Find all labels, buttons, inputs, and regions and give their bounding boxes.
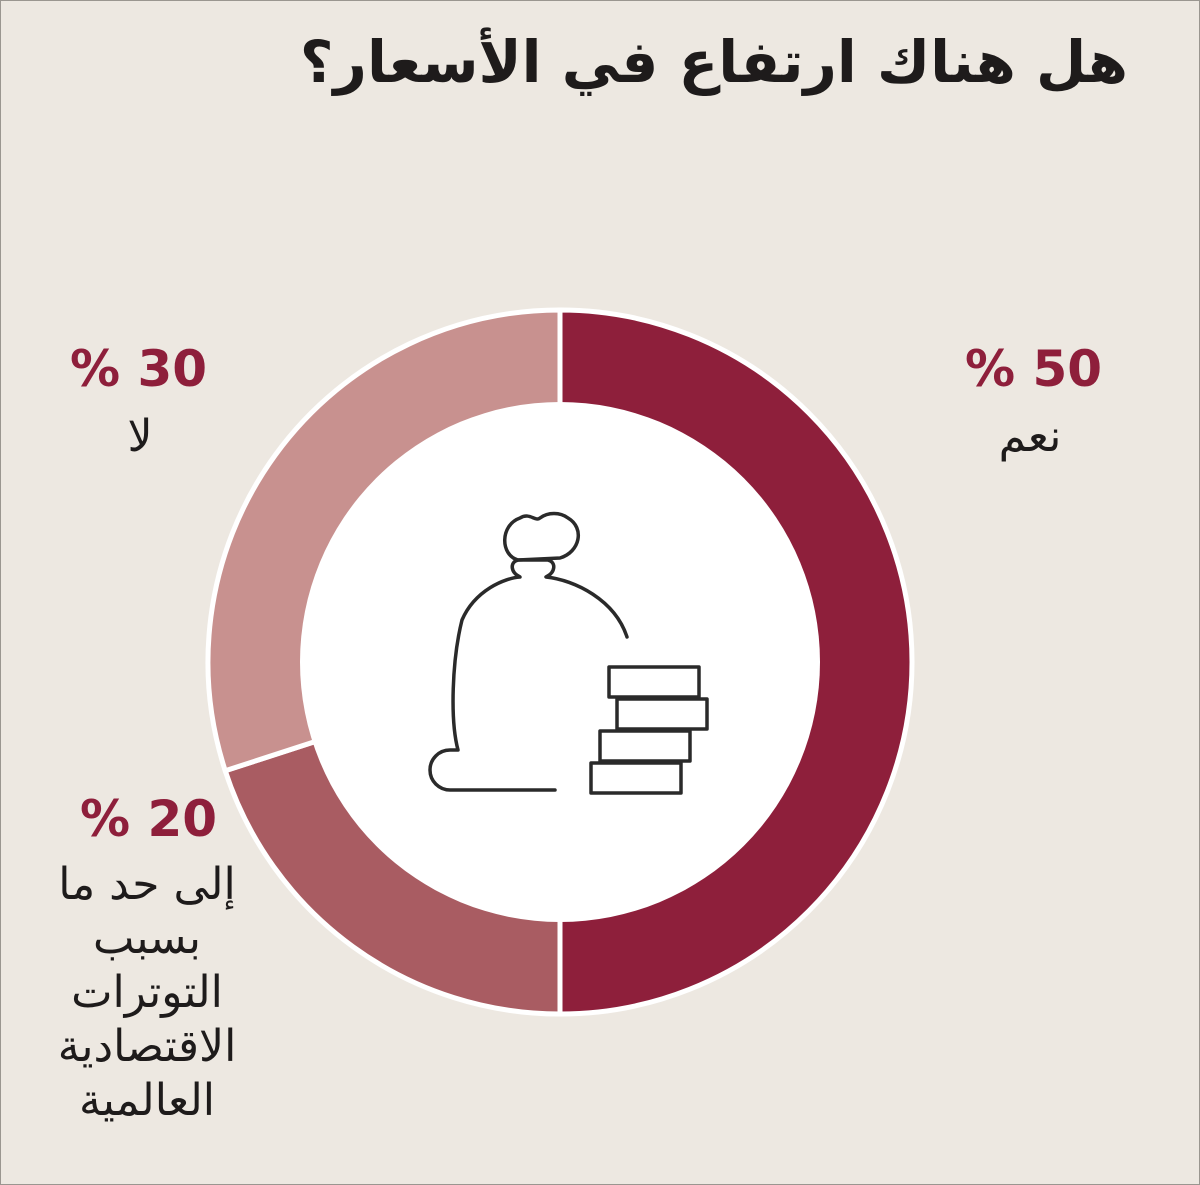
yes-percent-label: 50 % — [965, 340, 1103, 398]
chart-title: هل هناك ارتفاع في الأسعار؟ — [299, 28, 1128, 96]
no-percent-label: 30 % — [70, 340, 208, 398]
yes-label: نعم — [998, 411, 1062, 462]
donut-hole — [300, 402, 820, 922]
money-bag-with-coins-icon — [428, 511, 709, 795]
no-label: لا — [127, 411, 153, 462]
somewhat-percent-label: 20 % — [80, 790, 218, 848]
somewhat-label: إلى حد ما بسبب التوترات الاقتصادية العال… — [57, 859, 237, 1126]
